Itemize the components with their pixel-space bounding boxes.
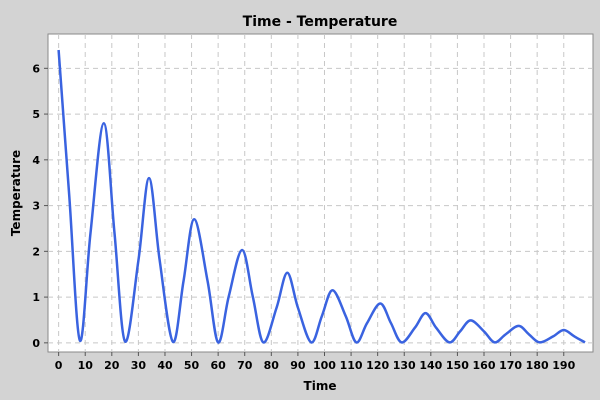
x-tick-label: 190: [552, 359, 575, 372]
plot-area: [47, 33, 594, 353]
x-tick-label: 20: [104, 359, 120, 372]
x-tick-label: 150: [446, 359, 469, 372]
series-line: [57, 49, 586, 344]
x-tick-label: 40: [157, 359, 173, 372]
x-tick-label: 60: [210, 359, 226, 372]
x-tick-label: 10: [78, 359, 94, 372]
x-tick-label: 100: [313, 359, 336, 372]
y-tick-label: 3: [32, 200, 40, 213]
axis-ticks: 0 10 20 30 40 50 60 70 80 90 100 110 120 130 140 150 160…: [32, 62, 575, 372]
x-tick-label: 140: [419, 359, 442, 372]
y-tick-label: 5: [32, 108, 40, 121]
y-tick-label: 1: [32, 291, 40, 304]
y-tick-label: 6: [32, 62, 40, 75]
y-tick-label: 4: [32, 154, 40, 167]
x-tick-label: 170: [499, 359, 522, 372]
x-tick-label: 50: [184, 359, 200, 372]
y-axis-label: Temperature: [9, 150, 23, 236]
x-tick-label: 180: [526, 359, 549, 372]
x-tick-label: 120: [366, 359, 389, 372]
y-tick-label: 2: [32, 245, 40, 258]
x-axis-label: Time: [304, 379, 337, 393]
x-tick-label: 130: [393, 359, 416, 372]
x-tick-label: 160: [473, 359, 496, 372]
series-line-group: [57, 49, 586, 344]
x-tick-label: 110: [340, 359, 363, 372]
chart-title: Time - Temperature: [243, 14, 398, 30]
y-tick-label: 0: [32, 337, 40, 350]
x-tick-label: 90: [290, 359, 306, 372]
x-tick-label: 0: [55, 359, 63, 372]
x-tick-label: 30: [131, 359, 147, 372]
x-tick-label: 70: [237, 359, 253, 372]
x-tick-label: 80: [264, 359, 280, 372]
